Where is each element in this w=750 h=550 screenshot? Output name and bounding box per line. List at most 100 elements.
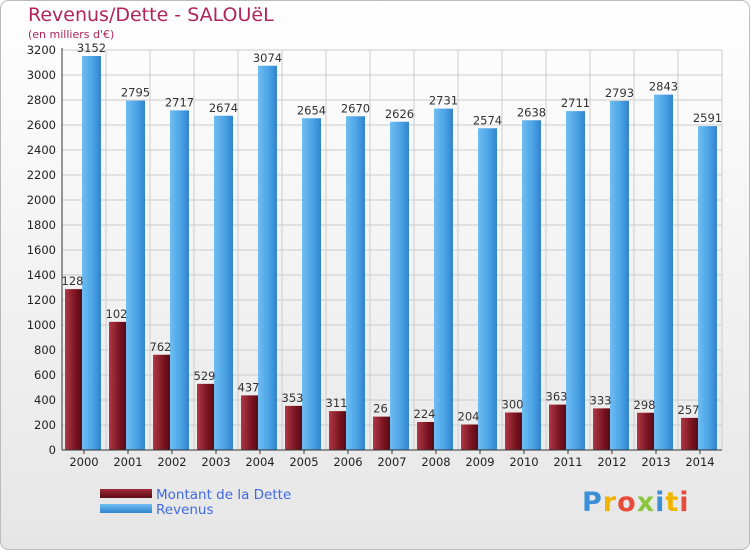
data-label-revenue: 2711 (561, 96, 590, 110)
axes: 0 200 400 600 800 1000 1200 1400 1600 1800 2000 220… (27, 43, 722, 469)
data-label-debt: 298 (634, 398, 656, 412)
data-label-revenue: 3152 (77, 41, 106, 55)
logo-letter: t (665, 487, 680, 518)
x-tick-label: 2006 (333, 455, 362, 469)
x-tick-label: 2011 (553, 455, 582, 469)
bar-debt (329, 411, 348, 450)
data-label-revenue: 2670 (341, 101, 370, 115)
bar-debt (417, 422, 436, 450)
x-tick-label: 2003 (201, 455, 230, 469)
bar-debt (373, 416, 392, 450)
data-label-revenue: 3074 (253, 51, 282, 65)
data-label-debt: 224 (414, 407, 436, 421)
x-tick-label: 2002 (157, 455, 186, 469)
bar-debt (549, 404, 568, 450)
logo-letter: x (636, 487, 656, 518)
x-tick-label: 2014 (685, 455, 714, 469)
x-tick-label: 2008 (421, 455, 450, 469)
y-tick-label: 0 (49, 443, 56, 457)
legend-label-debt: Montant de la Dette (156, 487, 292, 503)
y-tick-label: 400 (34, 393, 56, 407)
data-label-revenue: 2638 (517, 105, 546, 119)
x-tick-label: 2012 (597, 455, 626, 469)
x-tick-label: 2004 (245, 455, 274, 469)
data-label-debt: 204 (458, 410, 480, 424)
bar-revenue (170, 110, 189, 450)
bar-revenue (390, 121, 409, 450)
y-tick-label: 1400 (27, 268, 56, 282)
bar-revenue (346, 116, 365, 450)
y-tick-label: 2600 (27, 118, 56, 132)
bar-revenue (654, 94, 673, 450)
legend-swatch-debt (100, 489, 152, 498)
bar-debt (461, 424, 480, 450)
logo-letter: i (679, 487, 690, 518)
data-label-revenue: 2626 (385, 107, 414, 121)
proxiti-logo: Proxiti (582, 487, 690, 518)
chart-title: Revenus/Dette - SALOUëL (28, 4, 274, 26)
data-label-debt: 300 (502, 398, 524, 412)
x-tick-label: 2005 (289, 455, 318, 469)
y-tick-label: 600 (34, 368, 56, 382)
x-tick-label: 2009 (465, 455, 494, 469)
y-tick-label: 2800 (27, 93, 56, 107)
y-tick-label: 2200 (27, 168, 56, 182)
data-label-debt: 353 (282, 391, 304, 405)
bar-debt (637, 412, 656, 450)
bar-debt (197, 383, 216, 450)
bar-debt (109, 321, 128, 450)
y-tick-label: 1000 (27, 318, 56, 332)
y-tick-label: 2400 (27, 143, 56, 157)
data-label-debt: 363 (546, 390, 568, 404)
data-label-debt: 257 (678, 403, 700, 417)
data-label-revenue: 2731 (429, 94, 458, 108)
bar-revenue (82, 56, 101, 450)
bar-revenue (126, 100, 145, 450)
bar-revenue (610, 100, 629, 450)
y-tick-label: 200 (34, 418, 56, 432)
logo-letter: r (602, 487, 618, 518)
bar-revenue (434, 108, 453, 450)
chart-subtitle: (en milliers d'€) (28, 28, 115, 41)
bar-debt (241, 395, 260, 450)
data-label-debt: 762 (150, 340, 172, 354)
x-tick-label: 2000 (69, 455, 98, 469)
bar-revenue (258, 65, 277, 450)
data-label-revenue: 2574 (473, 113, 502, 127)
data-label-debt: 102 (106, 307, 128, 321)
data-label-revenue: 2843 (649, 80, 678, 94)
data-label-revenue: 2793 (605, 86, 634, 100)
y-tick-label: 1200 (27, 293, 56, 307)
y-tick-label: 1600 (27, 243, 56, 257)
bar-revenue (214, 115, 233, 450)
logo-letter: i (655, 487, 666, 518)
y-tick-label: 3000 (27, 68, 56, 82)
legend-swatch-revenue (100, 504, 152, 513)
bar-revenue (566, 111, 585, 450)
data-labels: 128 3152 102 2795 762 2717 529 2674 437 3074 353 26… (62, 41, 723, 424)
bars (65, 56, 717, 450)
x-tick-label: 2001 (113, 455, 142, 469)
logo-letter: o (617, 487, 637, 518)
y-tick-label: 3200 (27, 43, 56, 57)
data-label-revenue: 2717 (165, 95, 194, 109)
bar-revenue (522, 120, 541, 450)
data-label-debt: 311 (326, 396, 348, 410)
data-label-debt: 26 (373, 402, 388, 416)
bar-revenue (478, 128, 497, 450)
data-label-debt: 333 (590, 393, 612, 407)
y-tick-label: 800 (34, 343, 56, 357)
bar-revenue (698, 126, 717, 450)
data-label-revenue: 2591 (693, 111, 722, 125)
data-label-debt: 529 (194, 369, 216, 383)
bar-revenue (302, 118, 321, 450)
bar-debt (153, 354, 172, 450)
x-tick-label: 2013 (641, 455, 670, 469)
data-label-debt: 437 (238, 380, 260, 394)
x-tick-label: 2007 (377, 455, 406, 469)
bar-debt (65, 289, 84, 450)
bar-debt (681, 417, 700, 450)
legend-label-revenue: Revenus (156, 502, 214, 518)
